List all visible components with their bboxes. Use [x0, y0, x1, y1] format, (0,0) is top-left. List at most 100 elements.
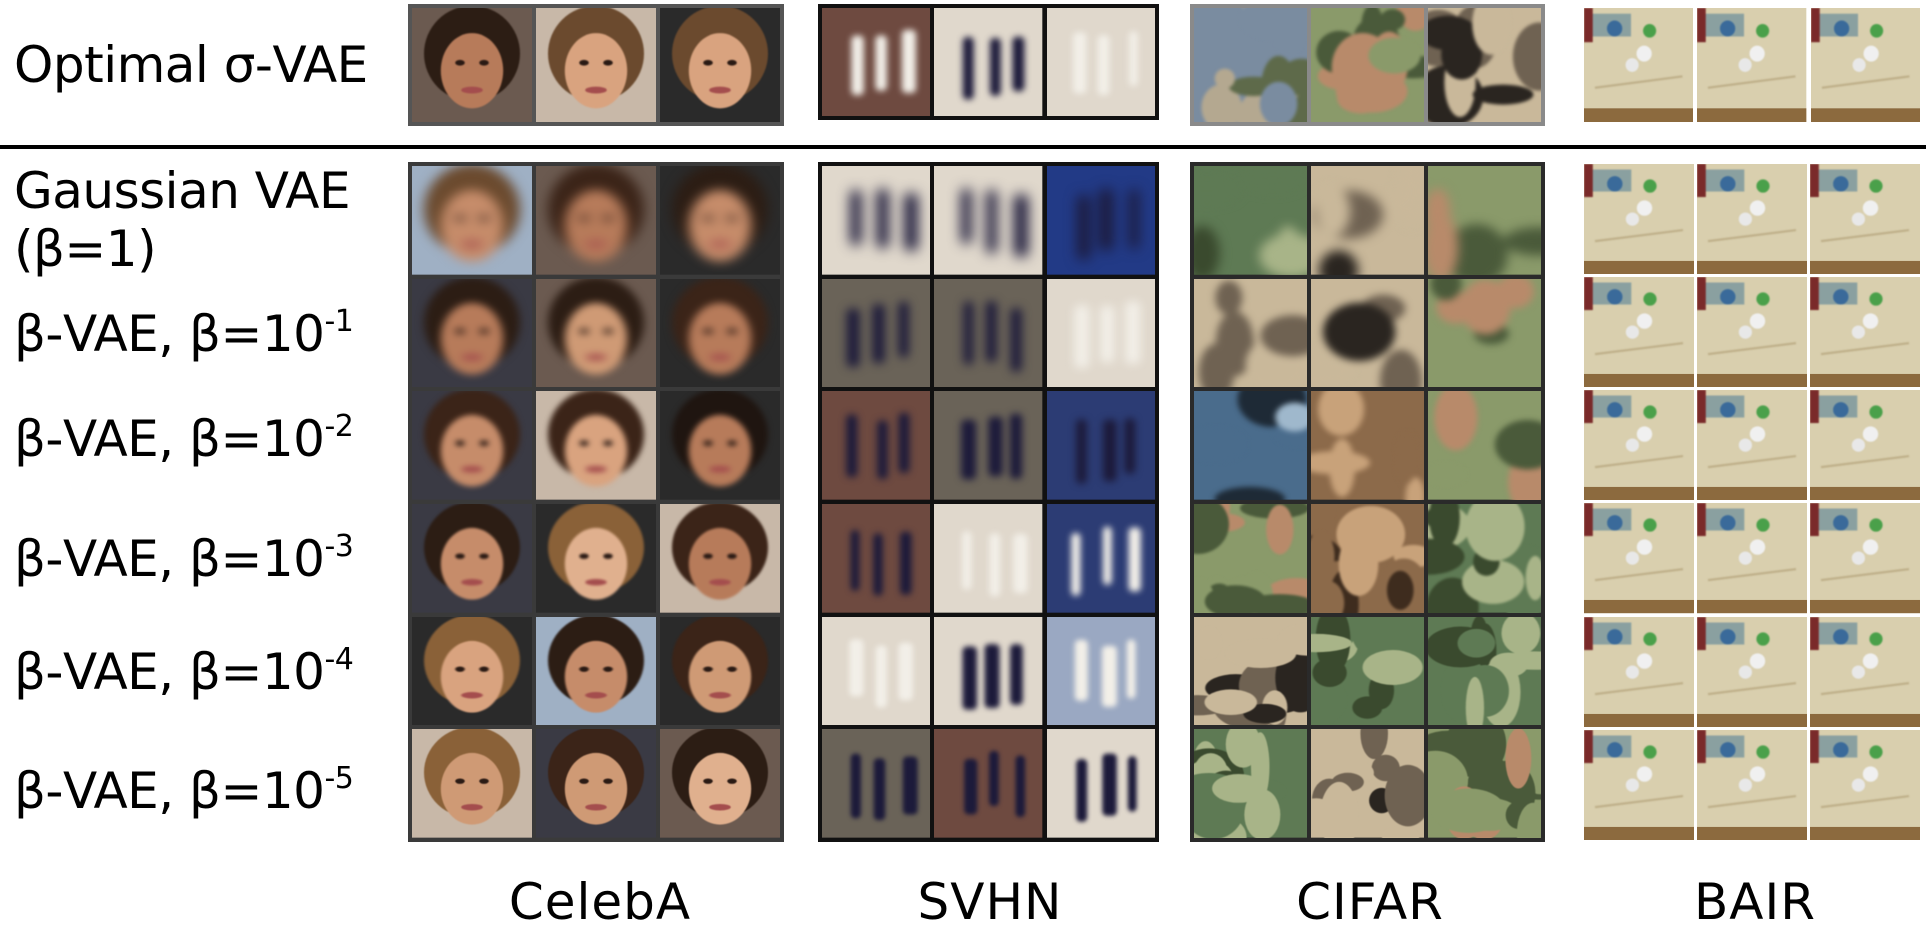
- sample-image: [660, 616, 780, 726]
- sample-image: [1194, 8, 1307, 122]
- sample-image: [1428, 616, 1541, 726]
- sample-image: [660, 166, 780, 275]
- sample-image: [1428, 503, 1541, 613]
- sample-image: [660, 391, 780, 500]
- bair-optimal-samples: [1582, 6, 1922, 124]
- sample-image: [1194, 391, 1307, 500]
- sample-image: [1046, 8, 1155, 116]
- sample-image: [934, 278, 1043, 388]
- sample-image: [1584, 277, 1694, 388]
- sample-image: [1697, 164, 1807, 275]
- sample-image: [1584, 390, 1694, 501]
- sample-image: [1584, 164, 1694, 275]
- sample-image: [412, 616, 532, 726]
- column-label-bair: BAIR: [1694, 873, 1816, 931]
- svhn-optimal-samples: [818, 4, 1159, 120]
- sample-image: [1311, 616, 1424, 726]
- cifar-vae-sample-grid: [1190, 162, 1545, 842]
- bair-vae-sample-grid: [1582, 162, 1922, 842]
- sample-image: [934, 616, 1043, 726]
- cifar-optimal-samples: [1190, 4, 1545, 126]
- row-label-optimal-sigma-vae: Optimal σ-VAE: [14, 36, 368, 94]
- section-divider: [0, 145, 1926, 149]
- sample-image: [934, 166, 1043, 275]
- sample-image: [1584, 616, 1694, 727]
- sample-image: [1584, 503, 1694, 614]
- sample-image: [1697, 390, 1807, 501]
- sample-image: [934, 503, 1043, 613]
- sample-image: [1311, 166, 1424, 275]
- sample-image: [536, 616, 656, 726]
- sample-image: [1584, 8, 1694, 122]
- sample-image: [1810, 277, 1920, 388]
- sample-image: [822, 391, 931, 500]
- row-label-beta-vae-1: β-VAE, β=10-1: [14, 304, 354, 363]
- sample-image: [660, 729, 780, 838]
- sample-image: [822, 616, 931, 726]
- sample-image: [822, 503, 931, 613]
- sample-image: [1311, 278, 1424, 388]
- sample-image: [1311, 391, 1424, 500]
- sample-image: [1810, 164, 1920, 275]
- sample-image: [660, 278, 780, 388]
- sample-image: [660, 8, 780, 122]
- sample-image: [412, 278, 532, 388]
- sample-image: [1810, 390, 1920, 501]
- svhn-vae-sample-grid: [818, 162, 1159, 842]
- sample-image: [1428, 166, 1541, 275]
- sample-image: [536, 391, 656, 500]
- sample-image: [1046, 166, 1155, 275]
- sample-image: [412, 8, 532, 122]
- row-label-gaussian-vae: Gaussian VAE (β=1): [14, 162, 351, 278]
- sample-image: [934, 391, 1043, 500]
- sample-image: [1697, 616, 1807, 727]
- column-label-celeba: CelebA: [508, 873, 692, 931]
- sample-image: [934, 729, 1043, 838]
- row-label-beta-vae-3: β-VAE, β=10-3: [14, 529, 354, 588]
- sample-image: [660, 503, 780, 613]
- sample-image: [1428, 278, 1541, 388]
- sample-image: [1697, 729, 1807, 840]
- sample-image: [536, 729, 656, 838]
- row-label-beta-vae-2: β-VAE, β=10-2: [14, 409, 354, 468]
- sample-image: [536, 278, 656, 388]
- sample-image: [412, 391, 532, 500]
- column-label-cifar: CIFAR: [1296, 873, 1444, 931]
- sample-image: [1311, 503, 1424, 613]
- sample-image: [1194, 616, 1307, 726]
- sample-image: [1697, 503, 1807, 614]
- celeba-optimal-samples: [408, 4, 784, 126]
- sample-image: [1046, 616, 1155, 726]
- sample-image: [822, 8, 931, 116]
- sample-image: [1697, 277, 1807, 388]
- sample-image: [1046, 503, 1155, 613]
- sample-image: [536, 166, 656, 275]
- sample-image: [1194, 503, 1307, 613]
- sample-image: [1046, 278, 1155, 388]
- sample-image: [536, 8, 656, 122]
- sample-image: [1194, 278, 1307, 388]
- sample-image: [412, 166, 532, 275]
- sample-image: [1311, 729, 1424, 838]
- sample-image: [1046, 729, 1155, 838]
- celeba-vae-sample-grid: [408, 162, 784, 842]
- sample-image: [822, 729, 931, 838]
- sample-image: [1810, 503, 1920, 614]
- sample-image: [1194, 166, 1307, 275]
- column-label-svhn: SVHN: [917, 873, 1063, 931]
- sample-image: [1311, 8, 1424, 122]
- sample-image: [412, 503, 532, 613]
- sample-image: [412, 729, 532, 838]
- sample-image: [1697, 8, 1807, 122]
- sample-image: [822, 278, 931, 388]
- sample-image: [1428, 729, 1541, 838]
- sample-image: [1428, 391, 1541, 500]
- sample-image: [822, 166, 931, 275]
- sample-image: [1810, 8, 1920, 122]
- sample-image: [1046, 391, 1155, 500]
- sample-image: [1810, 616, 1920, 727]
- sample-image: [1584, 729, 1694, 840]
- sample-image: [1194, 729, 1307, 838]
- sample-image: [536, 503, 656, 613]
